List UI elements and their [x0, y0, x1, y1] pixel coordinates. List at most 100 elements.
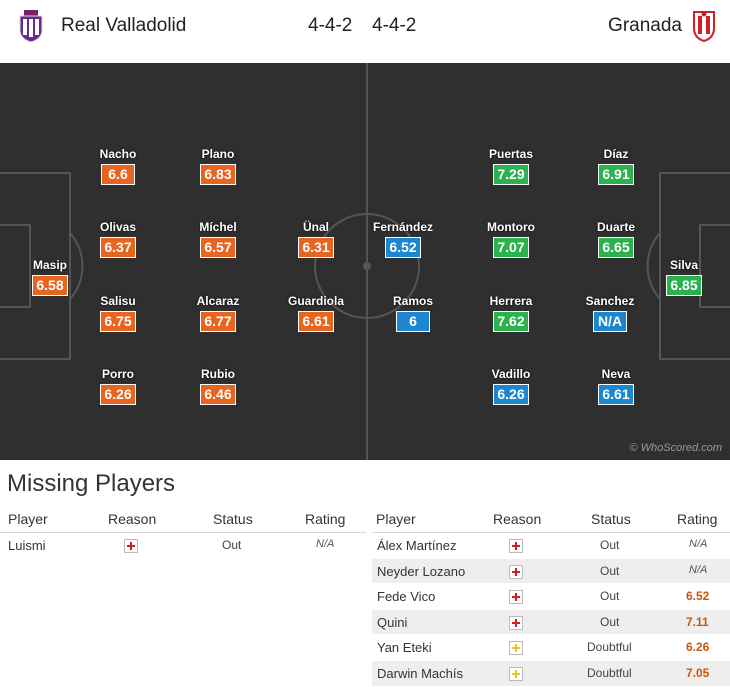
player-rating: 6.83: [200, 164, 236, 185]
player-name: Herrera: [489, 294, 533, 308]
missing-player-name[interactable]: Fede Vico: [377, 589, 436, 605]
missing-player-name[interactable]: Álex Martínez: [377, 538, 457, 553]
table-row[interactable]: Álex Martínez Out N/A: [372, 533, 730, 559]
granada-crest-icon[interactable]: [691, 10, 717, 42]
player-name: Ünal: [302, 220, 329, 234]
missing-player-name[interactable]: Luismi: [8, 538, 46, 553]
player-rating: N/A: [593, 311, 627, 332]
away-player-ramos[interactable]: Ramos 6: [383, 294, 443, 332]
column-status: Status: [591, 511, 631, 527]
missing-status: Doubtful: [587, 640, 632, 655]
column-rating: Rating: [677, 511, 718, 527]
column-player: Player: [376, 511, 416, 527]
away-missing-table: Player Reason Status Rating Álex Martíne…: [372, 508, 730, 687]
missing-rating: N/A: [689, 538, 708, 550]
missing-player-name[interactable]: Quini: [377, 614, 408, 630]
player-rating: 6.91: [598, 164, 634, 185]
missing-rating: 6.52: [686, 589, 710, 604]
real-valladolid-crest-icon[interactable]: [18, 10, 44, 42]
injury-icon: [124, 539, 138, 553]
player-name: Olivas: [99, 220, 137, 234]
away-team-name[interactable]: Granada: [608, 15, 682, 36]
home-player-salisu[interactable]: Salisu 6.75: [88, 294, 148, 332]
missing-players-title: Missing Players: [7, 470, 176, 497]
missing-status: Out: [600, 538, 620, 552]
home-player-guardiola[interactable]: Guardiola 6.61: [286, 294, 346, 332]
away-player-montoro[interactable]: Montoro 7.07: [481, 220, 541, 258]
injury-icon: [509, 615, 523, 630]
player-name: Masip: [32, 258, 67, 272]
away-player-silva[interactable]: Silva 6.85: [654, 258, 714, 296]
home-missing-table: Player Reason Status Rating Luismi Out N…: [0, 508, 366, 559]
missing-status: Doubtful: [587, 665, 632, 680]
home-player-olivas[interactable]: Olivas 6.37: [88, 220, 148, 258]
player-name: Silva: [669, 258, 699, 272]
table-row[interactable]: Neyder Lozano Out N/A: [372, 558, 730, 585]
player-rating: 6: [396, 311, 430, 332]
missing-player-name[interactable]: Yan Eteki: [377, 640, 432, 656]
column-status: Status: [213, 511, 253, 527]
table-header: Player Reason Status Rating: [372, 508, 730, 533]
table-header: Player Reason Status Rating: [0, 508, 366, 533]
player-name: Alcaraz: [196, 294, 240, 308]
away-player-duarte[interactable]: Duarte 6.65: [586, 220, 646, 258]
player-rating: 6.61: [598, 384, 634, 405]
home-player-alcaraz[interactable]: Alcaraz 6.77: [188, 294, 248, 332]
home-player-nacho[interactable]: Nacho 6.6: [88, 147, 148, 185]
home-team-name[interactable]: Real Valladolid: [61, 15, 187, 36]
missing-player-name[interactable]: Neyder Lozano: [377, 563, 466, 579]
home-formation: 4-4-2: [308, 15, 353, 36]
player-name: Montoro: [487, 220, 535, 234]
column-reason: Reason: [108, 511, 157, 527]
player-name: Sanchez: [585, 294, 635, 308]
home-player-plano[interactable]: Plano 6.83: [188, 147, 248, 185]
table-row[interactable]: Quini Out 7.11: [372, 609, 730, 636]
player-name: Porro: [101, 367, 134, 381]
away-player-fernandez[interactable]: Fernández 6.52: [373, 220, 433, 258]
player-rating: 6.37: [100, 237, 136, 258]
away-player-diaz[interactable]: Díaz 6.91: [586, 147, 646, 185]
player-name: Neva: [601, 367, 631, 381]
player-name: Vadillo: [491, 367, 531, 381]
home-player-porro[interactable]: Porro 6.26: [88, 367, 148, 405]
player-rating: 7.29: [493, 164, 529, 185]
away-player-vadillo[interactable]: Vadillo 6.26: [481, 367, 541, 405]
table-row[interactable]: Darwin Machís Doubtful 7.05: [372, 660, 730, 687]
missing-rating: 6.26: [686, 640, 710, 655]
table-row[interactable]: Luismi Out N/A: [0, 533, 366, 559]
missing-player-name[interactable]: Darwin Machís: [377, 665, 463, 681]
doubtful-icon: [509, 666, 523, 681]
player-name: Míchel: [199, 220, 237, 234]
player-name: Nacho: [99, 147, 137, 161]
player-rating: 6.6: [101, 164, 135, 185]
home-player-michel[interactable]: Míchel 6.57: [188, 220, 248, 258]
player-rating: 6.61: [298, 311, 334, 332]
home-player-rubio[interactable]: Rubio 6.46: [188, 367, 248, 405]
player-name: Rubio: [201, 367, 235, 381]
missing-status: Out: [600, 614, 620, 629]
away-player-sanchez[interactable]: Sanchez N/A: [580, 294, 640, 332]
missing-rating: 7.11: [686, 614, 709, 629]
player-rating: 6.85: [666, 275, 702, 296]
missing-rating: 7.05: [686, 665, 710, 680]
away-player-puertas[interactable]: Puertas 7.29: [481, 147, 541, 185]
player-name: Plano: [201, 147, 235, 161]
away-player-neva[interactable]: Neva 6.61: [586, 367, 646, 405]
away-formation: 4-4-2: [372, 15, 417, 36]
injury-icon: [509, 539, 523, 553]
home-player-masip[interactable]: Masip 6.58: [20, 258, 80, 296]
player-rating: 7.07: [493, 237, 529, 258]
doubtful-icon: [509, 641, 523, 656]
injury-icon: [509, 590, 523, 605]
table-row[interactable]: Yan Eteki Doubtful 6.26: [372, 635, 730, 661]
player-name: Puertas: [488, 147, 534, 161]
player-rating: 6.57: [200, 237, 236, 258]
player-name: Salisu: [100, 294, 136, 308]
away-player-herrera[interactable]: Herrera 7.62: [481, 294, 541, 332]
table-row[interactable]: Fede Vico Out 6.52: [372, 584, 730, 610]
missing-status: Out: [600, 563, 620, 578]
column-reason: Reason: [493, 511, 542, 527]
player-name: Guardiola: [287, 294, 344, 308]
player-name: Fernández: [373, 220, 434, 234]
home-player-unal[interactable]: Ünal 6.31: [286, 220, 346, 258]
